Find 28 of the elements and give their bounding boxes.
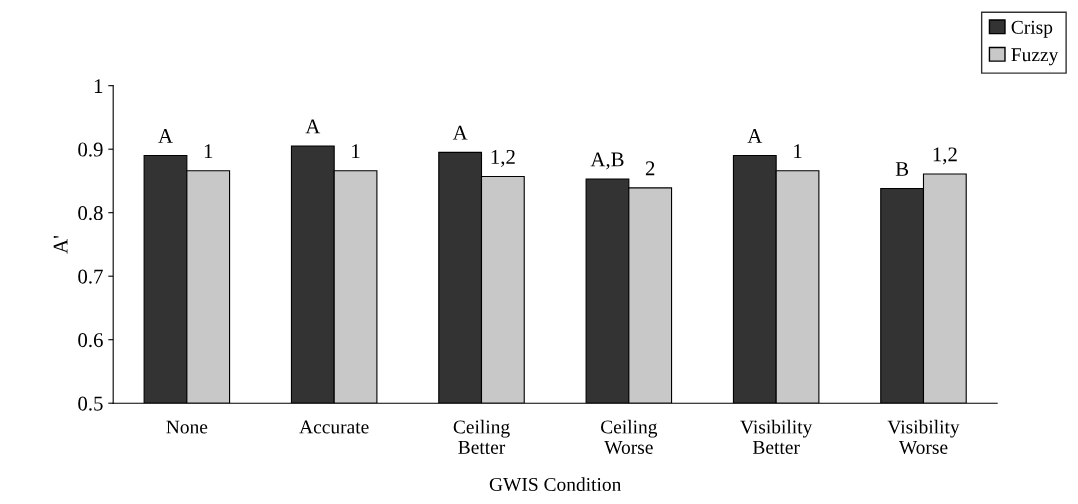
legend-label: Crisp	[1011, 20, 1053, 38]
x-tick-label: Ceiling Worse	[601, 419, 658, 455]
x-tick-label: Ceiling Better	[453, 419, 510, 454]
y-tick-label: 0.6	[78, 333, 103, 348]
y-tick-label: 0.7	[78, 269, 103, 284]
annotation: A,B	[590, 152, 624, 170]
annotation: 1	[352, 144, 360, 159]
annotation: 1	[204, 144, 213, 159]
annotation: A	[452, 125, 468, 140]
x-tick-label: None	[166, 420, 208, 434]
annotation: 1,2	[933, 147, 957, 165]
y-tick-label: 0.9	[78, 142, 103, 157]
annotation: 2	[645, 161, 655, 176]
legend-label: Fuzzy	[1011, 48, 1059, 66]
x-tick-label: Visibility Better	[740, 419, 813, 454]
x-tick-label: Accurate	[299, 420, 369, 434]
x-axis-title: GWIS Condition	[489, 477, 622, 492]
annotation: A	[305, 119, 321, 134]
annotation: 1	[794, 144, 802, 159]
annotation: 1,2	[491, 149, 515, 167]
y-axis-title: A'	[53, 235, 68, 254]
y-tick-label: 0.8	[78, 206, 103, 221]
annotation: A	[747, 129, 763, 143]
x-tick-label: Visibility Worse	[887, 419, 960, 455]
y-tick-label: 1	[94, 79, 103, 93]
annotation: A	[158, 129, 173, 143]
y-tick-label: 0.5	[78, 396, 103, 411]
annotation: B	[895, 162, 909, 176]
